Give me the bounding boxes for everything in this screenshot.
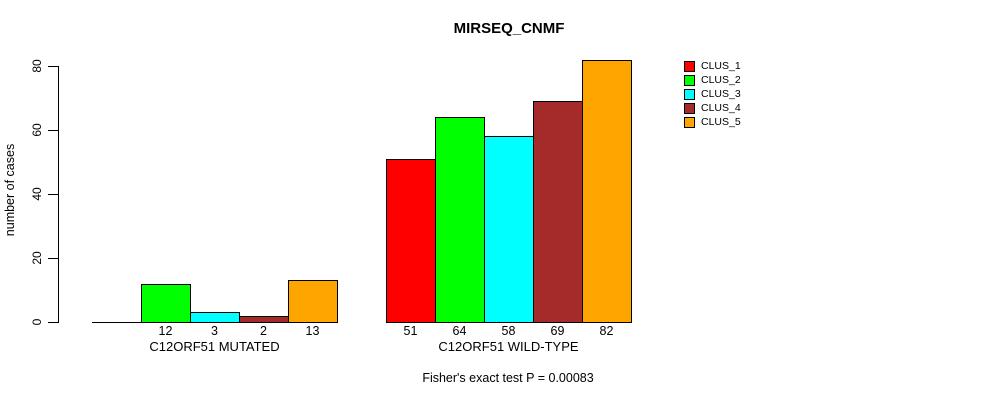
- group-label: C12ORF51 WILD-TYPE: [438, 339, 579, 354]
- y-tick-label: 40: [30, 187, 44, 201]
- legend-label: CLUS_4: [701, 101, 741, 114]
- y-tick: [48, 130, 58, 131]
- legend-swatch: [684, 88, 695, 100]
- bar-value-label: 13: [305, 324, 320, 338]
- y-tick: [48, 322, 58, 323]
- y-axis-label: number of cases: [3, 143, 17, 237]
- y-tick: [48, 258, 58, 259]
- legend-label: CLUS_3: [701, 87, 741, 100]
- y-tick-label: 60: [30, 123, 44, 137]
- bar-value-label: 58: [501, 324, 516, 338]
- bar-value-label: 12: [158, 324, 173, 338]
- bar-clus_2: [141, 284, 191, 323]
- bar-clus_1: [386, 159, 436, 323]
- legend: CLUS_1 CLUS_2 CLUS_3 CLUS_4 CLUS_5: [684, 59, 741, 129]
- annotation-text: Fisher's exact test P = 0.00083: [422, 371, 594, 385]
- legend-swatch: [684, 116, 695, 128]
- bar-clus_5: [288, 280, 338, 323]
- bar-value-label: 2: [260, 324, 267, 338]
- legend-swatch: [684, 102, 695, 114]
- bar-clus_5: [582, 60, 632, 323]
- bar-value-label: 3: [211, 324, 218, 338]
- legend-swatch: [684, 60, 695, 72]
- bar-value-label: 69: [550, 324, 565, 338]
- legend-item: CLUS_3: [684, 87, 741, 101]
- bar-value-label: 82: [599, 324, 614, 338]
- y-tick: [48, 66, 58, 67]
- chart-title: MIRSEQ_CNMF: [453, 20, 565, 37]
- legend-item: CLUS_5: [684, 115, 741, 129]
- x-baseline: [386, 322, 632, 323]
- y-tick-label: 20: [30, 251, 44, 265]
- group-label: C12ORF51 MUTATED: [149, 339, 280, 354]
- bar-clus_4: [533, 101, 583, 323]
- bar-clus_3: [484, 136, 534, 323]
- x-baseline: [92, 322, 338, 323]
- legend-item: CLUS_1: [684, 59, 741, 73]
- y-tick-label: 0: [30, 318, 44, 326]
- bar-value-label: 64: [452, 324, 467, 338]
- y-tick-label: 80: [30, 59, 44, 73]
- legend-label: CLUS_5: [701, 115, 741, 128]
- bar-value-label: 51: [403, 324, 418, 338]
- legend-label: CLUS_2: [701, 73, 741, 86]
- legend-item: CLUS_2: [684, 73, 741, 87]
- legend-swatch: [684, 74, 695, 86]
- bar-clus_2: [435, 117, 485, 323]
- legend-item: CLUS_4: [684, 101, 741, 115]
- y-tick: [48, 194, 58, 195]
- legend-label: CLUS_1: [701, 59, 741, 72]
- y-axis-line: [58, 66, 59, 323]
